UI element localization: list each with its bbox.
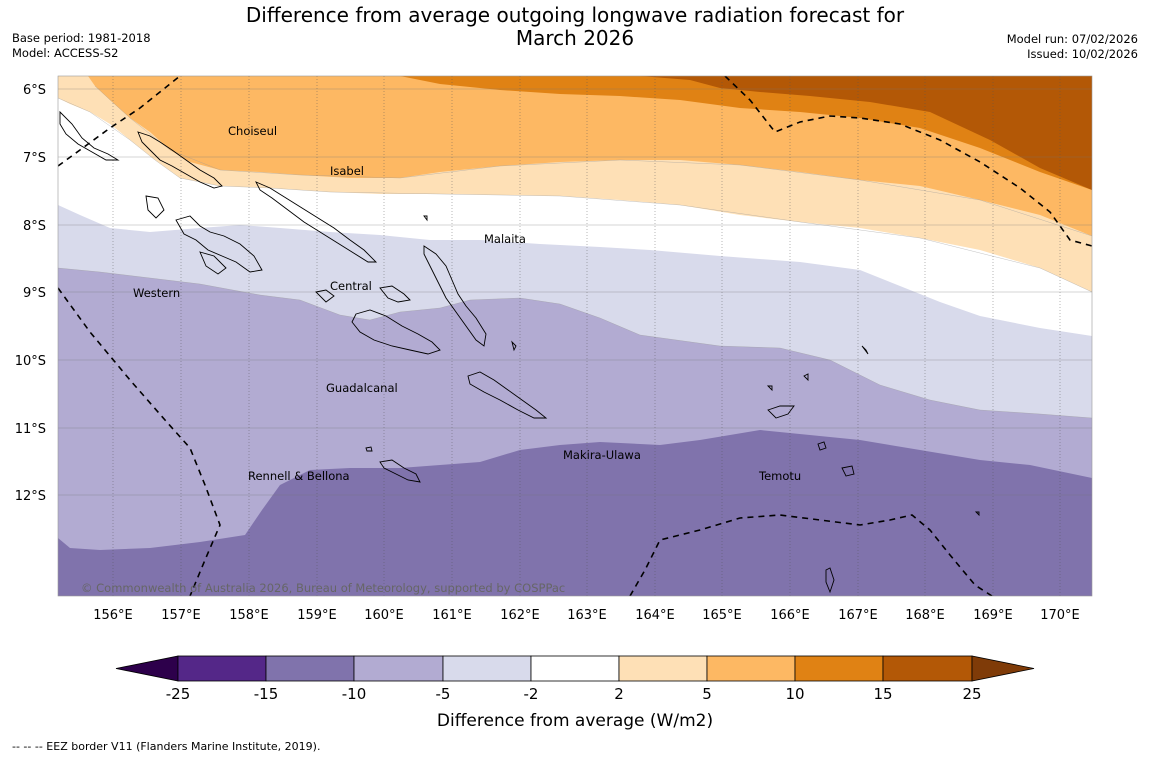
colorbar-segment <box>265 655 355 682</box>
colorbar-segment <box>794 655 884 682</box>
label-western: Western <box>133 286 180 300</box>
colorbar-tick: -25 <box>166 685 191 703</box>
colorbar-segment <box>177 655 267 682</box>
lon-label: 159°E <box>297 608 337 623</box>
colorbar-tick: -2 <box>524 685 539 703</box>
colorbar-tick: 15 <box>873 685 892 703</box>
lon-label: 158°E <box>229 608 269 623</box>
label-guadalcanal: Guadalcanal <box>326 381 398 395</box>
reef-islands <box>803 373 809 382</box>
lon-label: 157°E <box>161 608 201 623</box>
colorbar-segment <box>618 655 708 682</box>
issued-date: Issued: 10/02/2026 <box>1027 47 1138 61</box>
lon-label: 169°E <box>973 608 1013 623</box>
label-malaita: Malaita <box>484 232 526 246</box>
florida-island <box>379 285 411 303</box>
lon-label: 166°E <box>770 608 810 623</box>
colorbar-tick: -5 <box>436 685 451 703</box>
anuta-island <box>825 567 835 594</box>
colorbar-extend-low <box>115 655 179 682</box>
isabel-island <box>255 181 378 263</box>
lon-label: 164°E <box>635 608 675 623</box>
colorbar-tick: 5 <box>702 685 712 703</box>
copyright-text: © Commonwealth of Australia 2026, Bureau… <box>81 581 565 595</box>
lon-label: 156°E <box>93 608 133 623</box>
lon-label: 168°E <box>905 608 945 623</box>
colorbar-segment <box>706 655 796 682</box>
lon-label: 162°E <box>500 608 540 623</box>
lat-label: 12°S <box>15 489 46 504</box>
label-central: Central <box>330 279 372 293</box>
label-temotu: Temotu <box>758 469 801 483</box>
meta-right: Model run: 07/02/2026 Issued: 10/02/2026 <box>1007 32 1138 62</box>
map-area <box>58 76 1092 596</box>
lat-label: 10°S <box>15 354 46 369</box>
model-run: Model run: 07/02/2026 <box>1006 32 1138 46</box>
duff-islands <box>861 345 869 355</box>
colorbar-segment <box>353 655 444 682</box>
kolombangara-island <box>145 195 165 219</box>
title-line-2: March 2026 <box>515 26 635 50</box>
map-frame <box>57 75 1093 597</box>
santa-cruz-island <box>767 405 795 419</box>
longitude-labels: 156°E 157°E 158°E 159°E 160°E 161°E 162°… <box>93 608 1080 623</box>
colorbar-segment <box>442 655 532 682</box>
lat-label: 8°S <box>23 219 46 234</box>
colorbar: -25 -15 -10 -5 -2 2 5 10 15 25 Differenc… <box>115 655 1035 731</box>
colorbar-tick: 2 <box>614 685 624 703</box>
vella-lavella-island <box>59 110 120 161</box>
lat-label: 7°S <box>23 151 46 166</box>
base-period: Base period: 1981-2018 <box>12 31 151 45</box>
colorbar-tick: -15 <box>254 685 279 703</box>
colorbar-tick: 10 <box>785 685 804 703</box>
model-name: Model: ACCESS-S2 <box>12 46 119 60</box>
lat-label: 9°S <box>23 286 46 301</box>
colorbar-tick: -10 <box>342 685 367 703</box>
colorbar-label: Difference from average (W/m2) <box>437 711 713 731</box>
lon-label: 170°E <box>1040 608 1080 623</box>
colorbar-segment <box>530 655 620 682</box>
meta-left: Base period: 1981-2018 Model: ACCESS-S2 <box>12 31 151 61</box>
label-makira-ulawa: Makira-Ulawa <box>563 448 641 462</box>
new-georgia-island <box>175 215 263 273</box>
lat-label: 11°S <box>15 422 46 437</box>
ulawa-island <box>511 340 517 352</box>
colorbar-extend-high <box>971 655 1035 682</box>
latitude-labels: 6°S 7°S 8°S 9°S 10°S 11°S 12°S <box>15 83 46 504</box>
eez-borders <box>58 76 1092 596</box>
label-isabel: Isabel <box>330 164 364 178</box>
vanikoro-island <box>817 441 827 451</box>
lon-label: 161°E <box>432 608 472 623</box>
lat-label: 6°S <box>23 83 46 98</box>
eez-footnote: -- -- -- EEZ border V11 (Flanders Marine… <box>12 740 321 753</box>
band-plus15-plus25 <box>640 76 1092 190</box>
place-labels: Choiseul Isabel Malaita Western Central … <box>133 124 801 483</box>
coastlines <box>59 110 980 594</box>
label-rennell-bellona: Rennell & Bellona <box>248 469 350 483</box>
latitude-lines <box>58 88 1092 496</box>
colorbar-tick: 25 <box>962 685 981 703</box>
malaita-island <box>423 245 487 347</box>
map-title: Difference from average outgoing longwav… <box>230 4 920 50</box>
bellona-island <box>365 446 373 452</box>
lon-label: 163°E <box>567 608 607 623</box>
makira-island <box>467 371 548 419</box>
guadalcanal-island <box>351 309 441 355</box>
label-choiseul: Choiseul <box>228 124 277 138</box>
choiseul-island <box>137 131 223 189</box>
small-islets <box>199 215 980 517</box>
lon-label: 160°E <box>364 608 404 623</box>
title-line-1: Difference from average outgoing longwav… <box>245 3 905 27</box>
russell-island <box>315 289 335 303</box>
lon-label: 165°E <box>702 608 742 623</box>
colorbar-segment <box>882 655 973 682</box>
rennell-island <box>379 459 421 483</box>
lon-label: 167°E <box>838 608 878 623</box>
utupua-island <box>841 465 855 477</box>
